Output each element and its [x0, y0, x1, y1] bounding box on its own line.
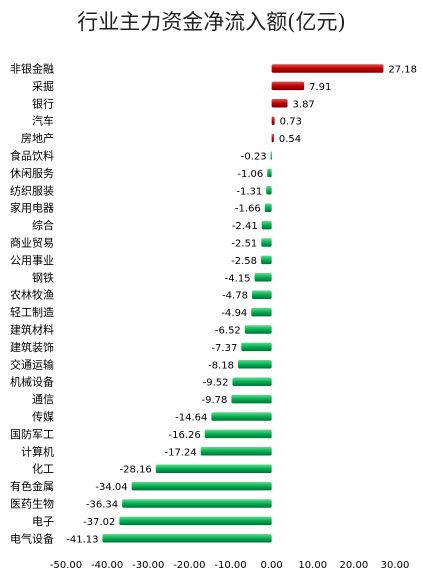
bar	[271, 133, 274, 143]
category-label: 国防军工	[10, 427, 54, 441]
x-tick-label: 20.00	[340, 560, 369, 571]
category-label: 钢铁	[32, 271, 54, 284]
category-label: 食品饮料	[10, 149, 54, 163]
bar-value-label: -4.94	[221, 308, 247, 319]
category-label: 建筑装饰	[10, 340, 54, 354]
bar-value-label: 0.54	[279, 134, 301, 145]
x-tick-label: -30.00	[132, 560, 164, 571]
bar	[254, 273, 272, 282]
bar	[102, 534, 272, 543]
bar-value-label: -16.26	[169, 430, 201, 441]
bar-value-label: -4.78	[222, 291, 248, 302]
bar-value-label: -34.04	[95, 482, 127, 493]
bar	[267, 168, 272, 178]
category-label: 家用电器	[10, 201, 54, 215]
bar-value-label: 0.73	[280, 117, 302, 128]
x-tick-label: -20.00	[173, 560, 205, 571]
bar-value-label: -1.31	[236, 186, 262, 197]
bar	[131, 481, 272, 491]
bar	[270, 151, 272, 160]
category-label: 机械设备	[10, 375, 54, 389]
bar-value-label: -2.41	[232, 221, 258, 232]
bar-value-label: -8.18	[208, 360, 234, 371]
category-label: 医药生物	[10, 497, 54, 511]
bar	[244, 325, 272, 334]
bar-value-label: 27.18	[388, 65, 417, 76]
x-tick-label: 0.00	[260, 560, 282, 571]
category-label: 交通运输	[10, 357, 54, 371]
bar-value-label: 3.87	[293, 99, 315, 110]
category-label: 房地产	[21, 131, 54, 145]
bar	[231, 394, 272, 404]
x-tick-label: -50.00	[50, 560, 82, 571]
bar	[232, 377, 272, 386]
bar	[237, 360, 272, 369]
bar-value-label: -6.52	[215, 326, 241, 337]
bar	[271, 64, 384, 73]
bar	[251, 307, 272, 317]
bar-value-label: -36.34	[86, 500, 118, 511]
bar	[261, 238, 272, 247]
category-label: 农林牧渔	[10, 288, 54, 302]
category-label: 纺织服装	[10, 183, 54, 197]
bar-value-label: -9.78	[202, 395, 228, 406]
category-label: 综合	[32, 218, 54, 232]
bar-value-label: -37.02	[83, 517, 115, 528]
category-label: 建筑材料	[10, 323, 54, 337]
bar	[271, 81, 305, 91]
category-label: 传媒	[32, 411, 54, 424]
bar-value-label: -2.51	[231, 239, 257, 250]
bar	[271, 116, 275, 125]
category-label: 化工	[32, 462, 54, 476]
category-label: 电子	[32, 515, 54, 528]
chart-title: 行业主力资金净流入额(亿元)	[77, 10, 346, 34]
category-label: 通信	[32, 393, 54, 406]
bar	[261, 220, 272, 230]
bar-value-label: -14.64	[175, 413, 207, 424]
category-label: 非银金融	[10, 62, 54, 76]
bar-value-label: -28.16	[120, 465, 152, 476]
bar-value-label: -41.13	[66, 534, 98, 545]
bar	[204, 429, 272, 439]
bar-value-label: -1.66	[235, 204, 261, 215]
bar-value-label: -2.58	[231, 256, 257, 267]
bar	[261, 255, 272, 265]
bar	[211, 412, 272, 421]
bar-value-label: 7.91	[309, 82, 331, 93]
x-tick-label: 10.00	[298, 560, 327, 571]
bar	[266, 186, 272, 195]
category-label: 汽车	[32, 114, 54, 128]
bar	[119, 516, 272, 526]
bar-value-label: -17.24	[164, 447, 196, 458]
bar-value-label: -9.52	[203, 378, 229, 389]
category-label: 有色金属	[10, 479, 54, 493]
category-label: 计算机	[21, 444, 54, 458]
category-label: 银行	[32, 96, 54, 110]
bar-value-label: -1.06	[237, 169, 263, 180]
category-label: 休闲服务	[10, 166, 54, 180]
category-label: 公用事业	[10, 254, 54, 267]
category-label: 商业贸易	[10, 236, 54, 250]
bar	[264, 203, 272, 212]
x-tick-label: 30.00	[381, 560, 410, 571]
category-label: 轻工制造	[10, 305, 54, 319]
x-tick-label: -10.00	[214, 560, 246, 571]
bar-value-label: -4.15	[225, 273, 251, 284]
bar	[155, 464, 272, 473]
bar	[122, 499, 272, 508]
bar	[200, 447, 272, 456]
bar-value-label: -0.23	[241, 152, 267, 163]
bar	[251, 290, 272, 299]
bar	[241, 342, 272, 352]
category-label: 电气设备	[10, 531, 54, 545]
category-label: 采掘	[32, 79, 54, 93]
x-tick-label: -40.00	[91, 560, 123, 571]
bar-value-label: -7.37	[211, 343, 237, 354]
bar	[271, 99, 288, 108]
